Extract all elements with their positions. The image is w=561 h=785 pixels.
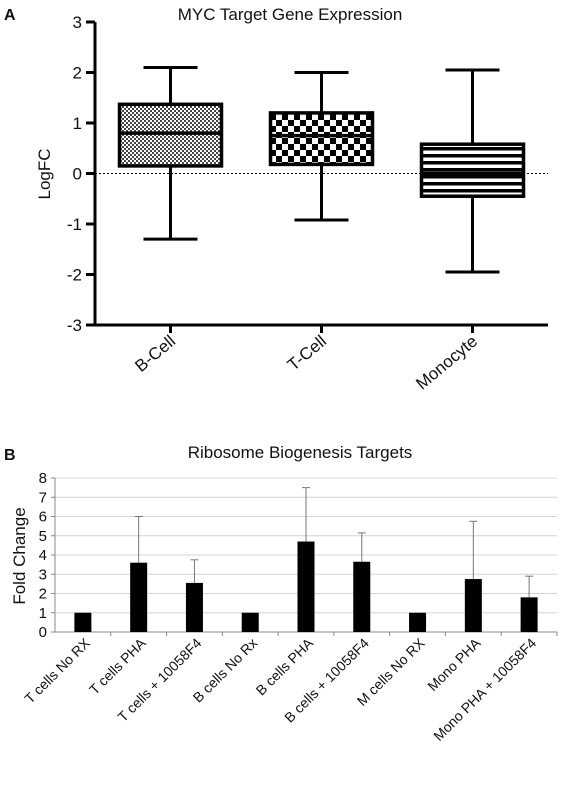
panel-a-label: A: [4, 7, 16, 24]
panel-b-bar: [241, 612, 259, 632]
panel-b-y-axis-label: Fold Change: [10, 507, 29, 604]
panel-a-y-axis-label: LogFC: [35, 148, 54, 199]
panel-b-bar: [297, 541, 315, 632]
panel-b-bar: [353, 561, 371, 632]
panel-b-bar: [464, 579, 482, 632]
panel-b-y-tick-label: 4: [39, 547, 47, 564]
panel-b-bar: [130, 562, 148, 632]
panel-b-y-tick-label: 8: [39, 470, 47, 487]
panel-a-y-tick-label: 0: [73, 165, 82, 184]
panel-b-y-tick-label: 3: [39, 566, 47, 583]
panel-b-category-label: Mono PHA: [424, 634, 484, 694]
panel-a-category-label: B-Cell: [131, 332, 179, 376]
panel-a-y-tick-label: -3: [67, 316, 82, 335]
panel-a-title: MYC Target Gene Expression: [178, 5, 403, 24]
panel-b-y-tick-label: 0: [39, 624, 47, 641]
panel-a-y-tick-label: -2: [67, 266, 82, 285]
panel-a-category-label: T-Cell: [284, 332, 330, 375]
box-b-cell: [117, 102, 224, 168]
box-t-cell: [268, 111, 375, 167]
box-monocyte: [419, 142, 526, 198]
panel-a-plot: 3 2 1 0 -1 -2 -3 B-Cell T-Cell Monocyte: [67, 13, 548, 393]
panel-a-y-tick-label: 2: [73, 64, 82, 83]
panel-b-y-tick-label: 1: [39, 605, 47, 622]
panel-b-category-label: T cells No RX: [21, 634, 93, 706]
panel-b-y-tick-label: 6: [39, 509, 47, 526]
panel-b-label: B: [4, 447, 16, 464]
panel-b-bar: [409, 612, 427, 632]
panel-b-y-tick-label: 2: [39, 586, 47, 603]
panel-b-title: Ribosome Biogenesis Targets: [188, 443, 413, 462]
panel-a-y-tick-label: 3: [73, 13, 82, 32]
panel-b-bar: [185, 582, 203, 632]
panel-a-category-label: Monocyte: [412, 332, 481, 394]
panel-b-bar: [74, 612, 92, 632]
panel-b-bar: [520, 597, 538, 632]
panel-b-category-label: Mono PHA + 10058F4: [430, 635, 539, 744]
panel-b-y-tick-label: 5: [39, 528, 47, 545]
panel-a-y-tick-label: -1: [67, 215, 82, 234]
panel-a-y-tick-label: 1: [73, 114, 82, 133]
panel-b-y-tick-label: 7: [39, 489, 47, 506]
